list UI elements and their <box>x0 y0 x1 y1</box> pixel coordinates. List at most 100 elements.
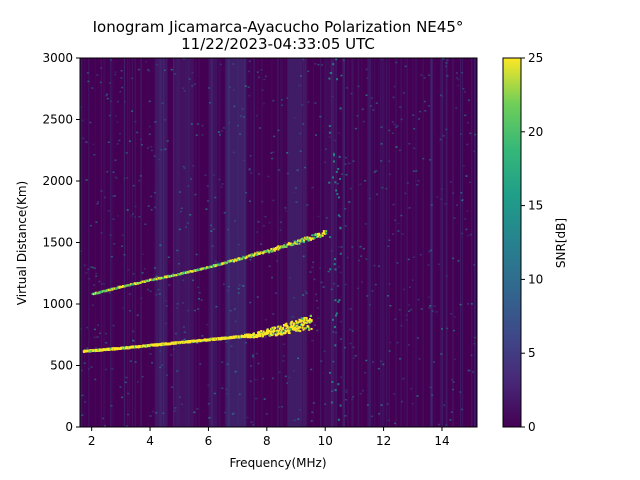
noise-speck <box>145 60 148 63</box>
noise-speck <box>299 150 302 153</box>
noise-streak <box>212 58 214 427</box>
noise-speck <box>155 275 158 278</box>
colorbar: 0 5 10 15 20 25 SNR[dB] <box>502 51 568 434</box>
y-axis-label: Virtual Distance(Km) <box>15 181 29 305</box>
noise-streak <box>446 58 448 427</box>
trace-layer <box>82 230 328 353</box>
noise-speck <box>257 362 260 365</box>
noise-speck <box>87 80 90 83</box>
noise-streak <box>277 58 279 427</box>
noise-speck <box>81 119 84 122</box>
trace-point <box>241 257 244 260</box>
noise-speck <box>461 232 464 235</box>
noise-speck <box>297 418 300 420</box>
noise-speck <box>249 154 252 157</box>
noise-speck <box>399 358 402 360</box>
trace-point <box>293 241 296 244</box>
noise-speck <box>119 386 122 388</box>
trace-point <box>146 279 149 282</box>
noise-speck <box>126 177 129 179</box>
noise-speck <box>361 108 364 111</box>
noise-speck <box>352 357 355 360</box>
trace-point <box>108 288 111 291</box>
noise-speck <box>207 384 210 386</box>
noise-speck <box>331 390 334 393</box>
noise-speck <box>394 422 397 425</box>
noise-streak <box>123 58 125 427</box>
noise-speck <box>364 179 367 182</box>
trace-point <box>305 319 308 322</box>
noise-streak <box>460 58 462 427</box>
noise-speck <box>380 160 383 162</box>
trace-point <box>178 273 181 276</box>
noise-speck <box>176 307 179 309</box>
trace-point <box>208 265 211 268</box>
trace-point <box>280 331 283 334</box>
noise-speck <box>149 353 152 355</box>
trace-point <box>244 257 247 260</box>
trace-point <box>199 268 202 271</box>
noise-speck <box>315 134 318 136</box>
noise-speck <box>242 285 245 287</box>
noise-speck <box>312 402 315 404</box>
noise-streak <box>320 58 322 427</box>
noise-speck <box>217 261 220 264</box>
noise-speck <box>227 228 230 231</box>
trace-point <box>296 322 299 325</box>
noise-speck <box>141 272 144 274</box>
noise-speck <box>312 261 315 264</box>
noise-speck <box>87 368 90 370</box>
noise-speck <box>93 284 96 286</box>
noise-speck <box>248 94 251 97</box>
noise-speck <box>271 377 274 380</box>
trace-point <box>232 260 235 263</box>
trace-point <box>300 323 303 326</box>
trace-point <box>225 261 228 264</box>
trace-point <box>269 332 272 335</box>
echo-speck <box>335 312 338 315</box>
echo-speck <box>335 189 338 192</box>
trace-point <box>294 240 297 243</box>
colorbar-label: SNR[dB] <box>554 218 568 268</box>
noise-speck <box>311 411 314 414</box>
trace-point <box>155 278 158 281</box>
noise-speck <box>249 259 252 261</box>
trace-point <box>295 327 298 330</box>
trace-point <box>242 255 245 258</box>
trace-point <box>286 243 289 246</box>
trace-point <box>278 329 281 332</box>
trace-point <box>306 238 309 241</box>
trace-point <box>292 243 295 246</box>
noise-speck <box>151 362 154 364</box>
trace-point <box>265 250 268 253</box>
trace-point <box>189 270 192 273</box>
noise-streak <box>81 58 83 427</box>
noise-speck <box>161 102 164 104</box>
noise-speck <box>454 316 457 318</box>
noise-streak <box>100 58 102 427</box>
noise-speck <box>473 150 476 153</box>
noise-speck <box>170 68 173 71</box>
trace-point <box>253 252 256 255</box>
noise-speck <box>208 87 211 89</box>
noise-speck <box>138 215 141 218</box>
noise-streak <box>277 58 279 427</box>
noise-speck <box>343 346 346 349</box>
trace-point <box>145 279 148 282</box>
trace-point <box>172 274 175 277</box>
echo-speck <box>332 176 335 179</box>
trace-point <box>271 250 274 253</box>
noise-streak <box>331 58 333 427</box>
noise-streak <box>188 58 190 427</box>
noise-speck <box>95 272 98 275</box>
noise-speck <box>188 78 191 80</box>
trace-point <box>96 292 99 295</box>
noise-speck <box>328 136 331 138</box>
noise-speck <box>232 412 235 415</box>
noise-speck <box>80 369 83 372</box>
echo-speck <box>339 227 342 230</box>
trace-point <box>313 236 316 239</box>
trace-point <box>301 326 304 329</box>
noise-speck <box>453 217 456 219</box>
noise-streak <box>371 58 373 427</box>
